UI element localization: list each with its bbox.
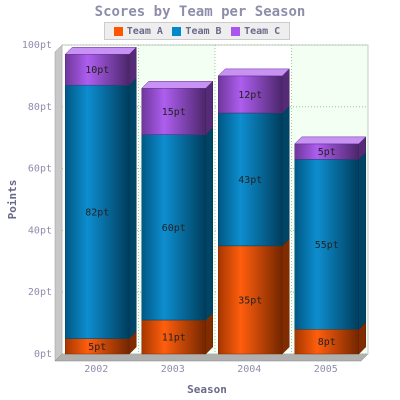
y-tick-label: 20pt — [28, 287, 52, 298]
legend-label-team-a: Team A — [126, 25, 163, 37]
data-label-2003-team-c: 15pt — [162, 107, 186, 118]
plot-left-wall — [54, 44, 63, 362]
legend-swatch-team-c — [231, 26, 241, 36]
bar-2005-team-a — [294, 329, 359, 355]
data-label-2003-team-b: 60pt — [162, 223, 186, 234]
legend-swatch-team-b — [172, 26, 182, 36]
bar-2003-team-c-top — [141, 81, 214, 89]
bar-2002-team-c-top — [64, 47, 137, 55]
y-tick-label: 100pt — [22, 40, 52, 51]
data-label-2002-team-a: 5pt — [88, 342, 106, 353]
data-label-2004-team-a: 35pt — [238, 295, 262, 306]
data-label-2003-team-a: 11pt — [162, 333, 186, 344]
plot-floor — [54, 353, 369, 362]
bar-2004-team-a-side — [282, 238, 290, 355]
bar-2002-team-b — [65, 84, 130, 339]
chart-title: Scores by Team per Season — [94, 4, 306, 20]
y-tick-label: 40pt — [28, 225, 52, 236]
data-label-2004-team-c: 12pt — [238, 90, 262, 101]
legend-item-team-c: Team C — [231, 26, 280, 37]
bar-2003-team-c-side — [205, 80, 213, 136]
data-label-2005-team-c: 5pt — [318, 147, 336, 158]
legend-label-team-b: Team B — [185, 25, 222, 37]
bar-2002-team-b-side — [129, 77, 137, 340]
bar-2004-team-b-side — [282, 105, 290, 247]
data-label-2002-team-b: 82pt — [85, 207, 109, 218]
legend-label-team-c: Team C — [244, 25, 281, 37]
data-label-2002-team-c: 10pt — [85, 65, 109, 76]
x-tick-label: 2003 — [161, 364, 185, 375]
y-tick-label: 60pt — [28, 164, 52, 175]
data-label-2004-team-b: 43pt — [238, 175, 262, 186]
legend: Team A Team B Team C — [104, 22, 290, 40]
bar-2005-team-b-side — [358, 151, 366, 330]
bar-2003-team-b-side — [205, 127, 213, 321]
legend-swatch-team-a — [113, 26, 123, 36]
bar-2005-team-c-top — [294, 136, 367, 145]
y-axis-title: Points — [6, 180, 19, 220]
bar-2005-team-b — [294, 159, 359, 330]
bar-2004-team-c-top — [217, 68, 290, 77]
data-label-2005-team-b: 55pt — [315, 240, 339, 251]
bar-2004-team-c — [218, 75, 283, 114]
legend-item-team-b: Team B — [172, 25, 222, 37]
legend-item-team-a: Team A — [113, 25, 163, 37]
x-tick-label: 2004 — [237, 364, 261, 375]
bar-2003-team-b — [141, 134, 206, 321]
x-axis-title: Season — [187, 383, 227, 396]
bar-2004-team-b — [218, 112, 283, 247]
x-tick-label: 2005 — [314, 364, 338, 375]
x-tick-label: 2002 — [84, 364, 108, 375]
data-label-2005-team-a: 8pt — [318, 337, 336, 348]
bar-2004-team-c-side — [282, 68, 290, 114]
y-tick-label: 80pt — [28, 102, 52, 113]
y-tick-label: 0pt — [34, 349, 52, 360]
